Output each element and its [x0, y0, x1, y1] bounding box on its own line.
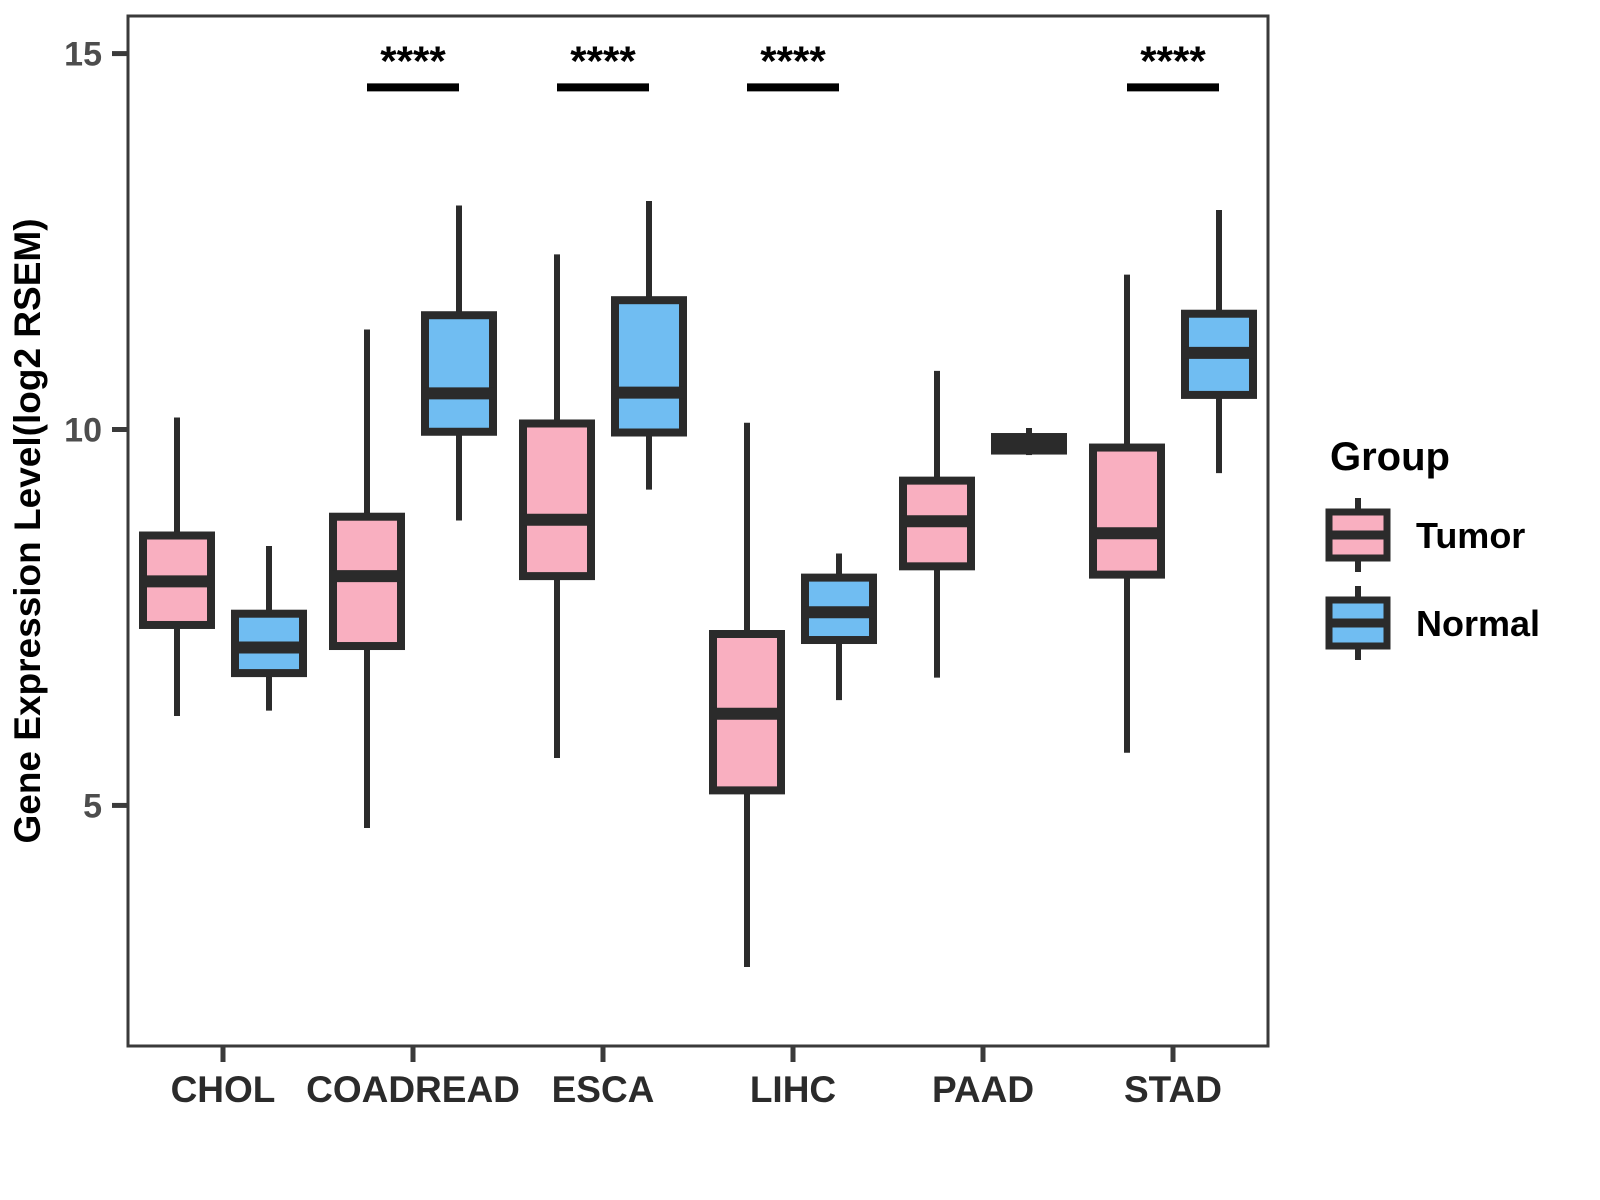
x-axis-tick-label-stad: STAD: [1124, 1069, 1222, 1110]
box-normal-chol: [231, 546, 307, 711]
x-axis-tick-label-paad: PAAD: [932, 1069, 1034, 1110]
box-tumor-lihc: [709, 422, 785, 968]
x-axis-tick-label-lihc: LIHC: [750, 1069, 836, 1110]
box-tumor-esca: [519, 254, 595, 759]
significance-label: ****: [1140, 37, 1206, 84]
box-normal-esca: [611, 200, 687, 490]
significance-label: ****: [760, 37, 826, 84]
legend-item-normal[interactable]: Normal: [1325, 586, 1540, 660]
legend-item-tumor[interactable]: Tumor: [1325, 498, 1525, 572]
box-tumor-paad: [899, 370, 975, 678]
box-normal-stad: [1181, 209, 1257, 474]
y-axis-tick-label: 15: [64, 36, 102, 74]
x-axis-tick-label-coadread: COADREAD: [306, 1069, 520, 1110]
box-rect: [611, 296, 687, 437]
y-axis-tick-label: 10: [64, 412, 102, 450]
significance-label: ****: [380, 37, 446, 84]
legend-item-label: Tumor: [1416, 515, 1525, 556]
box-normal-paad: [991, 428, 1067, 456]
significance-label: ****: [570, 37, 636, 84]
plot-panel: [126, 14, 1270, 1048]
box-rect: [1089, 443, 1165, 579]
box-rect: [421, 311, 497, 436]
box-tumor-stad: [1089, 274, 1165, 753]
box-tumor-coadread: [329, 329, 405, 828]
box-normal-lihc: [801, 553, 877, 701]
x-axis-tick-label-esca: ESCA: [552, 1069, 655, 1110]
legend-title: Group: [1330, 435, 1450, 479]
box-rect: [519, 419, 595, 581]
y-axis-tick-label: 5: [83, 787, 102, 825]
x-axis-tick-label-chol: CHOL: [171, 1069, 276, 1110]
legend-item-label: Normal: [1416, 603, 1540, 644]
box-normal-coadread: [421, 205, 497, 521]
y-axis-title: Gene Expression Level(log2 RSEM): [7, 218, 48, 843]
box-tumor-chol: [139, 417, 215, 716]
